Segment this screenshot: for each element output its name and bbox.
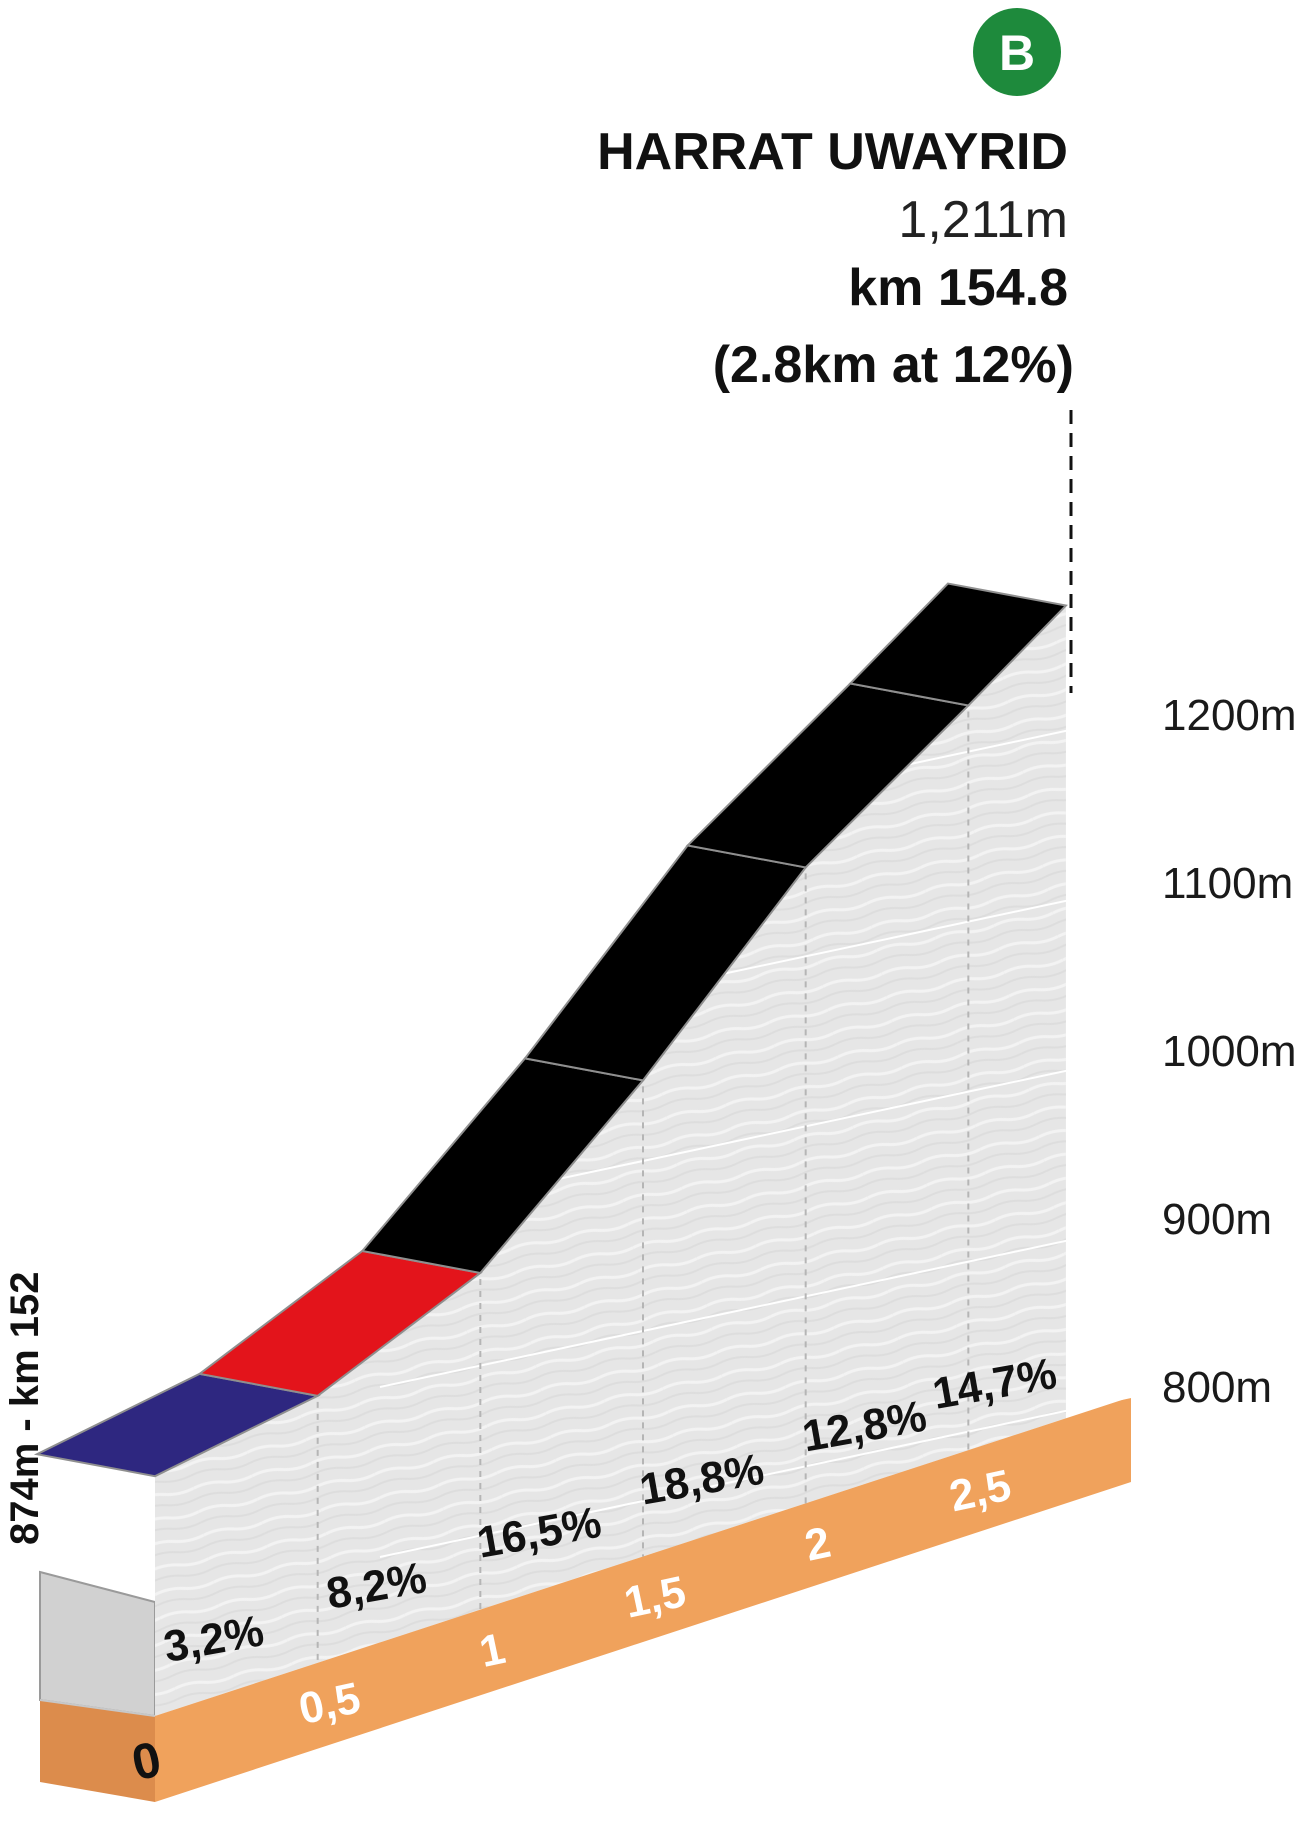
mountain-texture <box>155 605 1066 1716</box>
summit-header: B HARRAT UWAYRID 1,211m km 154.8 (2.8km … <box>597 8 1074 693</box>
summit-altitude: 1,211m <box>898 191 1068 249</box>
road-base-side <box>40 1700 155 1802</box>
altitude-axis: 800m 900m 1000m 1100m 1200m <box>1162 691 1297 1412</box>
summit-badge-letter: B <box>999 25 1035 81</box>
altitude-tick-label: 1100m <box>1162 859 1293 908</box>
grid-line <box>379 1226 1132 1388</box>
start-label: 874m - km 152 <box>3 1271 47 1545</box>
km-dividers <box>316 711 970 1663</box>
summit-name: HARRAT UWAYRID <box>597 123 1068 181</box>
grid-line <box>379 886 1132 1048</box>
altitude-tick-label: 1200m <box>1162 691 1297 740</box>
mountain-side <box>39 1570 156 1718</box>
summit-badge <box>973 8 1061 96</box>
summit-km: km 154.8 <box>848 259 1068 317</box>
profile-segment <box>848 582 1068 707</box>
km-axis: 00,511,522,5 <box>127 1461 1015 1792</box>
base-edge <box>39 1699 156 1717</box>
altitude-tick-label: 800m <box>1162 1363 1272 1412</box>
altitude-tick-label: 1000m <box>1162 1027 1297 1076</box>
grid-line <box>379 1396 1132 1558</box>
terrain <box>33 582 1132 1802</box>
profile-segments <box>33 582 1068 1478</box>
altitude-tick-label: 900m <box>1162 1195 1272 1244</box>
road-base-front <box>155 1397 1131 1802</box>
summit-climb: (2.8km at 12%) <box>713 336 1074 394</box>
